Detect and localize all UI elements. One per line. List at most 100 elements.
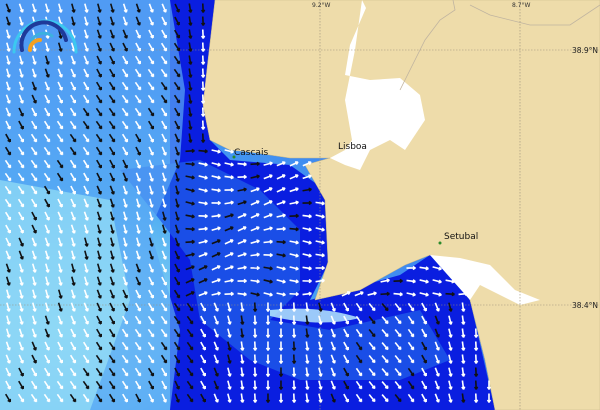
wave-arrow [289, 227, 299, 231]
wave-arrow-head [191, 214, 195, 219]
wave-arrow [18, 81, 24, 91]
wave-arrow-head [110, 282, 115, 286]
wave-arrow [134, 81, 142, 91]
wave-arrow [135, 302, 141, 312]
wave-arrow-head [46, 347, 50, 351]
wave-arrow-head [423, 359, 427, 364]
wave-arrow-head [191, 265, 195, 270]
wave-arrow-head [163, 346, 168, 351]
wave-arrow-head [386, 291, 390, 296]
wave-arrow [448, 328, 452, 338]
wave-arrow-head [486, 386, 492, 390]
wave-arrow-head [19, 321, 24, 325]
wave-arrow [109, 263, 115, 273]
wave-arrow-head [291, 399, 297, 403]
wave-arrow-head [176, 281, 181, 286]
wave-arrow-head [214, 399, 219, 403]
wave-arrow [188, 133, 192, 143]
wave-arrow-head [33, 164, 38, 169]
wave-arrow [5, 81, 11, 91]
wave-arrow [31, 120, 37, 130]
wave-arrow-head [240, 399, 245, 403]
shallow-bar [270, 308, 360, 323]
wave-arrow-head [85, 372, 90, 377]
wave-arrow-head [71, 269, 76, 273]
wave-arrow [31, 211, 37, 221]
wave-arrow [237, 266, 247, 270]
wave-arrow-head [461, 373, 466, 377]
wave-arrow [355, 328, 363, 338]
wave-arrow [70, 224, 76, 234]
wave-arrow [18, 250, 24, 260]
wave-arrow-head [461, 334, 466, 338]
wave-arrow-head [227, 373, 232, 377]
wave-arrow [109, 29, 115, 39]
wave-arrow [162, 198, 166, 208]
wave-arrow-head [98, 333, 103, 338]
wave-arrow-head [163, 307, 168, 312]
wave-arrow-head [58, 243, 63, 247]
wave-arrow [5, 133, 11, 143]
wave-arrow [213, 380, 219, 390]
wave-arrow [135, 185, 141, 195]
wave-arrow-head [191, 291, 195, 295]
wave-arrow-head [252, 321, 258, 325]
wave-arrow [174, 276, 180, 286]
wave-arrow [148, 380, 154, 390]
wave-arrow [237, 239, 247, 245]
wave-arrow-head [6, 22, 11, 26]
wave-arrow [83, 42, 89, 52]
wave-arrow-head [111, 99, 116, 104]
wave-arrow-head [150, 294, 154, 299]
wave-arrow [70, 55, 76, 65]
wave-arrow-head [46, 112, 50, 117]
wave-arrow [18, 341, 24, 351]
wave-arrow [135, 159, 141, 169]
wave-arrow [160, 68, 168, 78]
wave-arrow-head [123, 256, 128, 260]
wave-arrow [18, 16, 24, 26]
wave-arrow [18, 107, 24, 117]
wave-arrow-head [163, 320, 168, 325]
wave-arrow-head [59, 385, 64, 390]
wave-arrow-head [448, 360, 453, 364]
wave-arrow [240, 341, 244, 351]
wave-arrow-head [200, 61, 206, 65]
wave-arrow-head [252, 360, 258, 364]
wave-arrow [434, 367, 440, 377]
wave-arrow [109, 211, 115, 221]
wave-arrow [44, 237, 50, 247]
wave-arrow [82, 133, 90, 143]
wave-arrow [434, 328, 440, 338]
wave-arrow [148, 16, 154, 26]
wave-arrow-head [358, 398, 363, 403]
wave-arrow [108, 81, 116, 91]
wave-arrow-head [176, 47, 181, 52]
wave-arrow-head [358, 385, 363, 390]
wave-arrow-head [97, 256, 102, 260]
wave-arrow-head [7, 216, 12, 221]
wave-arrow-head [243, 162, 247, 167]
wave-arrow-head [45, 334, 50, 338]
wave-arrow-head [399, 292, 403, 297]
wave-arrow-head [371, 346, 376, 351]
wave-arrow-head [33, 151, 38, 156]
wave-arrow-head [124, 398, 129, 403]
wave-arrow-head [32, 308, 37, 312]
wave-arrow [44, 211, 50, 221]
wave-arrow-head [227, 360, 232, 364]
wave-arrow-head [305, 399, 310, 403]
wave-arrow-head [59, 138, 64, 143]
wave-arrow-head [191, 148, 195, 153]
wave-arrow-head [256, 252, 260, 257]
wave-arrow-head [188, 126, 193, 130]
wave-arrow [17, 393, 25, 403]
wave-arrow [461, 380, 465, 390]
wave-arrow-head [71, 321, 76, 325]
wave-arrow-head [217, 278, 221, 283]
wave-arrow-head [124, 307, 128, 312]
wave-arrow [421, 367, 427, 377]
wave-arrow [69, 120, 77, 130]
wave-arrow [355, 354, 363, 364]
